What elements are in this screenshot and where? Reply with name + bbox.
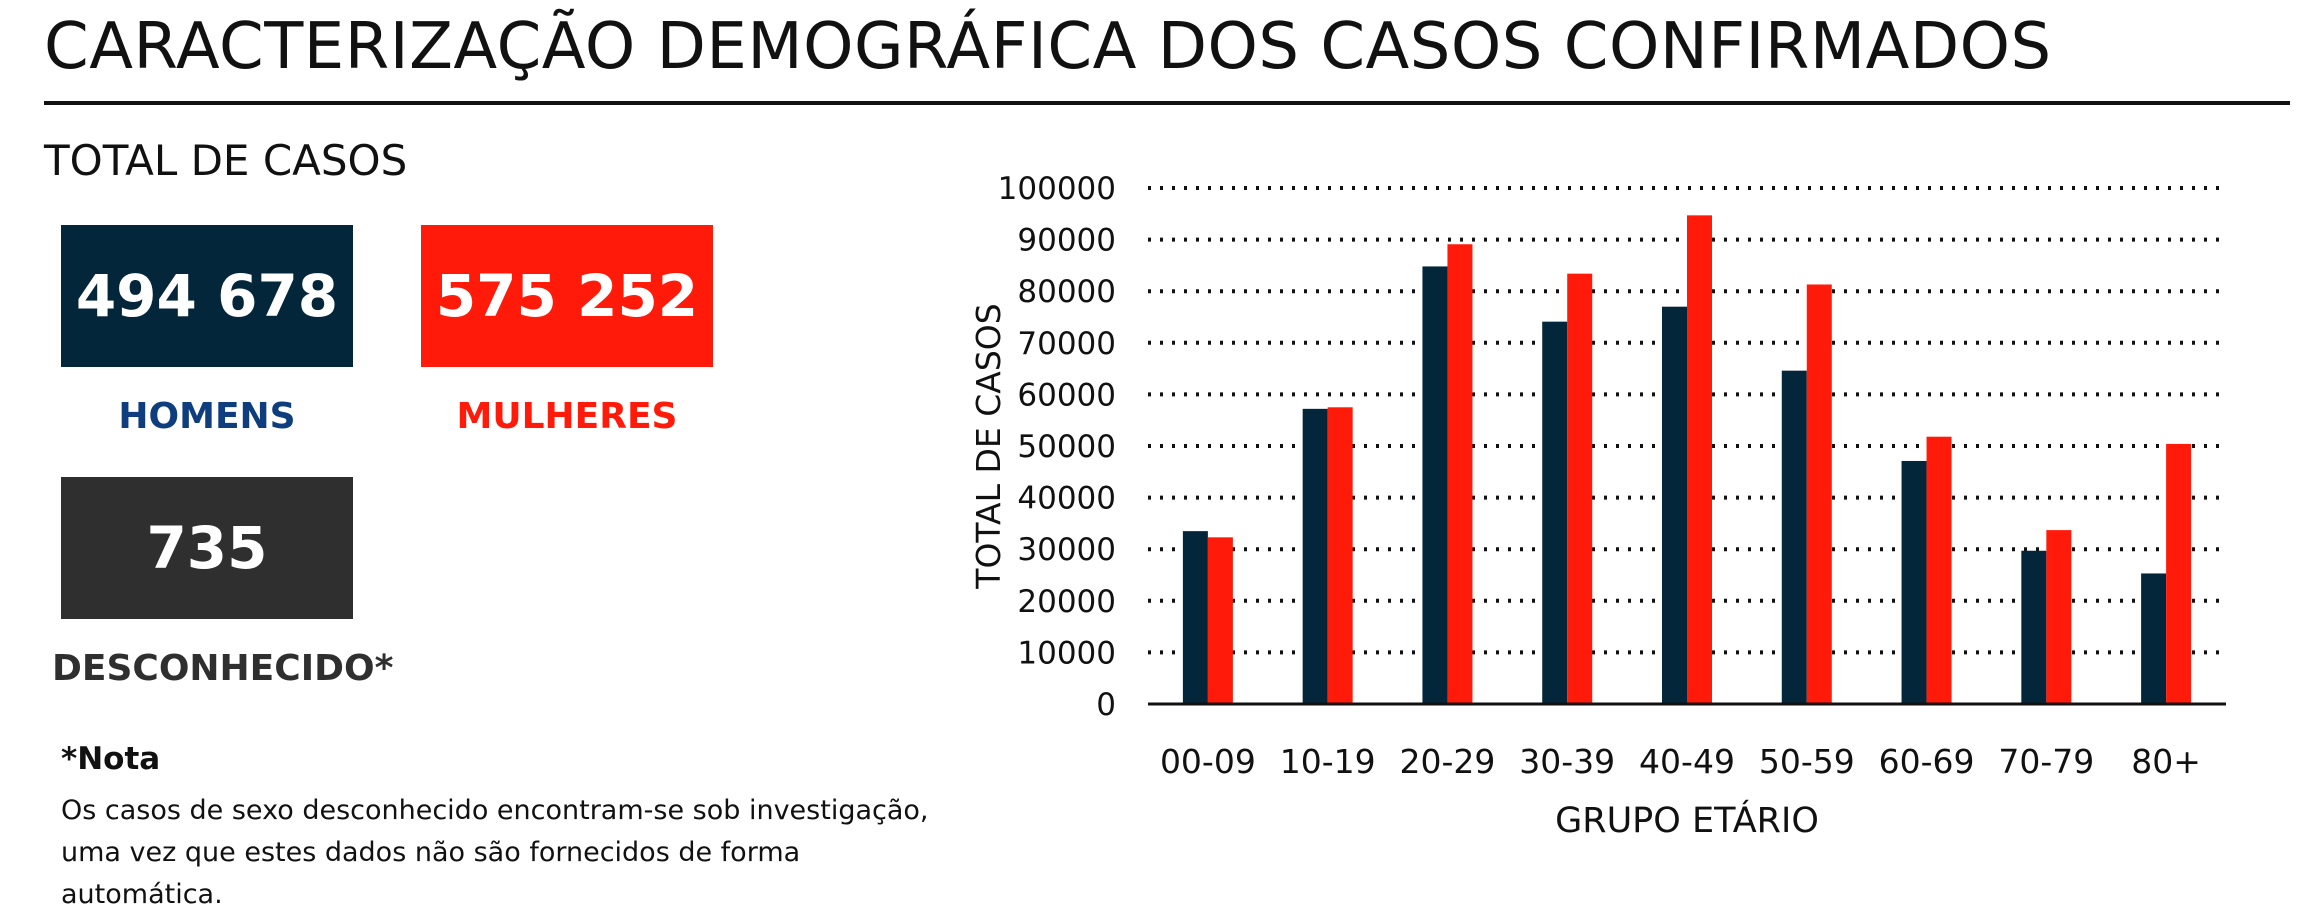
bar-women-10-19 [1327, 407, 1353, 704]
bar-women-00-09 [1207, 537, 1233, 704]
bar-men-10-19 [1302, 408, 1328, 704]
y-tick-label: 90000 [1017, 223, 1116, 259]
unknown-total-value: 735 [146, 514, 268, 582]
bar-men-60-69 [1901, 460, 1927, 704]
women-total-value: 575 252 [435, 262, 699, 330]
bar-women-80plus [2166, 443, 2192, 704]
x-tick-label: 00-09 [1160, 742, 1256, 781]
women-total-card: 575 252 [421, 225, 713, 367]
y-axis-title: TOTAL DE CASOS [969, 303, 1008, 589]
bar-men-20-29 [1422, 266, 1448, 704]
page-title: CARACTERIZAÇÃO DEMOGRÁFICA DOS CASOS CON… [44, 10, 2052, 84]
bar-men-70-79 [2021, 550, 2047, 704]
x-axis-title: GRUPO ETÁRIO [1555, 799, 1819, 841]
y-tick-label: 70000 [1017, 326, 1116, 362]
bar-men-30-39 [1542, 321, 1568, 704]
bar-men-50-59 [1781, 370, 1807, 704]
x-tick-label: 10-19 [1280, 742, 1376, 781]
note-text: Os casos de sexo desconhecido encontram-… [61, 795, 929, 910]
x-tick-label: 80+ [2131, 742, 2201, 781]
x-tick-label: 60-69 [1879, 742, 1975, 781]
y-tick-label: 10000 [1017, 635, 1116, 671]
y-tick-label: 50000 [1017, 429, 1116, 465]
y-tick-label: 30000 [1017, 532, 1116, 568]
x-tick-label: 70-79 [1998, 742, 2094, 781]
total-cases-heading: TOTAL DE CASOS [44, 136, 408, 185]
x-tick-label: 40-49 [1639, 742, 1735, 781]
note-title: *Nota [61, 741, 161, 777]
bar-women-40-49 [1687, 215, 1712, 704]
bar-men-40-49 [1662, 306, 1687, 704]
unknown-total-card: 735 [61, 477, 353, 619]
bar-women-60-69 [1926, 436, 1952, 704]
y-tick-label: 0 [1096, 687, 1116, 723]
y-tick-label: 80000 [1017, 274, 1116, 310]
bar-women-30-39 [1567, 273, 1593, 704]
x-tick-label: 50-59 [1759, 742, 1855, 781]
bar-women-20-29 [1447, 244, 1473, 704]
men-total-value: 494 678 [75, 262, 339, 330]
y-tick-label: 20000 [1017, 584, 1116, 620]
women-label: MULHERES [456, 396, 678, 437]
x-tick-label: 30-39 [1519, 742, 1615, 781]
y-tick-label: 40000 [1017, 481, 1116, 517]
x-tick-label: 20-29 [1399, 742, 1495, 781]
bar-men-00-09 [1182, 531, 1208, 704]
men-total-card: 494 678 [61, 225, 353, 367]
y-tick-label: 100000 [998, 171, 1116, 207]
title-divider [44, 101, 2290, 105]
bar-women-50-59 [1806, 284, 1832, 704]
bar-men-80plus [2141, 573, 2167, 704]
unknown-label: DESCONHECIDO* [52, 648, 394, 689]
men-label: HOMENS [118, 396, 296, 437]
y-tick-label: 60000 [1017, 377, 1116, 413]
bar-women-70-79 [2046, 530, 2072, 704]
